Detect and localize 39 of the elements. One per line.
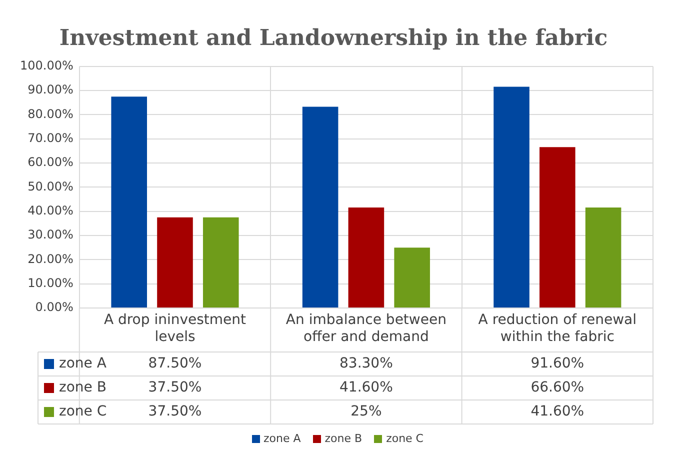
bar bbox=[494, 86, 530, 308]
y-tick-label: 90.00% bbox=[28, 82, 74, 97]
legend-label: zone B bbox=[59, 380, 106, 396]
legend-label: zone C bbox=[386, 432, 424, 445]
data-label: 66.60% bbox=[530, 380, 584, 396]
y-tick-label: 80.00% bbox=[28, 106, 74, 121]
bar bbox=[111, 96, 147, 308]
text: zone A bbox=[264, 432, 301, 445]
y-tick-label: 30.00% bbox=[28, 228, 74, 242]
y-tick-label: 10.00% bbox=[28, 276, 74, 290]
y-tick-label: 100.00% bbox=[20, 58, 74, 73]
x-tick-label: An imbalance between offer and demand bbox=[286, 312, 446, 345]
y-tick-label: 40.00% bbox=[28, 203, 74, 218]
y-tick-label: 70.00% bbox=[28, 131, 74, 146]
data-label: 91.60% bbox=[530, 356, 584, 372]
data-label: 37.50% bbox=[148, 404, 202, 420]
chart-title: Investment and Landownership in the fabric bbox=[59, 24, 608, 51]
legend-label: zone A bbox=[59, 356, 107, 372]
bar bbox=[302, 106, 338, 308]
bar bbox=[585, 207, 622, 308]
y-tick-label: 60.00% bbox=[28, 155, 74, 170]
y-tick-label: 50.00% bbox=[28, 179, 74, 194]
x-tick-label: A reduction of renewal within the fabric bbox=[478, 312, 637, 345]
y-tick-label: 0.00% bbox=[35, 300, 74, 314]
bar bbox=[348, 207, 384, 308]
bar bbox=[202, 217, 239, 308]
text: zone B bbox=[324, 432, 362, 445]
data-label: 37.50% bbox=[148, 380, 202, 396]
data-label: 87.50% bbox=[148, 356, 202, 372]
bar bbox=[540, 147, 576, 308]
data-label: 41.60% bbox=[530, 404, 584, 420]
data-label: 25% bbox=[350, 404, 382, 420]
x-tick-label: A drop ininvestment levels bbox=[104, 312, 247, 345]
data-label: 83.30% bbox=[340, 356, 393, 372]
text: zone C bbox=[59, 404, 107, 420]
bar bbox=[157, 217, 193, 308]
data-label: 41.60% bbox=[340, 380, 393, 396]
y-tick-label: 20.00% bbox=[28, 252, 74, 266]
bar bbox=[394, 248, 430, 308]
